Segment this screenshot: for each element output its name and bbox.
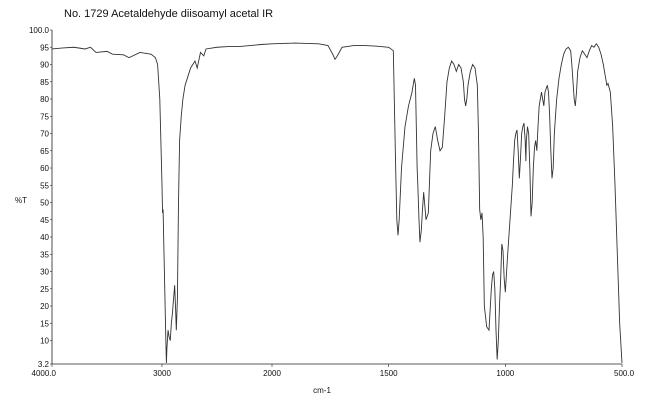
x-tick-label: 500.0 [614, 369, 635, 378]
x-tick-label: 2000 [263, 369, 281, 378]
y-tick-label: 45 [40, 216, 49, 225]
y-tick-label: 80 [40, 95, 49, 104]
x-tick-label: 1500 [380, 369, 398, 378]
y-tick-label: 75 [40, 112, 49, 121]
x-axis-label: cm-1 [313, 386, 331, 395]
x-tick-label: 1000 [496, 369, 514, 378]
chart-title: No. 1729 Acetaldehyde diisoamyl acetal I… [64, 8, 273, 20]
y-tick-label: 95 [40, 43, 49, 52]
x-tick-labels: 4000.0 3000 2000 1500 1000 500.0 [32, 364, 635, 378]
y-tick-label: 65 [40, 147, 49, 156]
x-tick-label: 3000 [153, 369, 171, 378]
y-tick-label: 3.2 [38, 360, 50, 369]
y-tick-label: 50 [40, 199, 49, 208]
y-tick-label: 20 [40, 302, 49, 311]
y-tick-label: 25 [40, 285, 49, 294]
y-tick-label: 15 [40, 319, 49, 328]
y-tick-label: 10 [40, 337, 49, 346]
y-tick-label: 30 [40, 268, 49, 277]
y-tick-label: 40 [40, 233, 49, 242]
y-tick-label: 85 [40, 78, 49, 87]
y-tick-label: 70 [40, 130, 49, 139]
y-tick-label: 90 [40, 61, 49, 70]
y-tick-labels: 100.0 95 90 85 80 75 70 65 60 55 50 45 40 35 30 25 20 15 1… [29, 26, 52, 369]
y-axis-label: %T [15, 196, 27, 205]
axes [51, 30, 622, 365]
x-tick-label: 4000.0 [32, 369, 57, 378]
y-tick-label: 100.0 [29, 26, 50, 35]
y-tick-label: 35 [40, 250, 49, 259]
spectrum-line [51, 42, 623, 363]
y-tick-label: 60 [40, 164, 49, 173]
y-tick-label: 55 [40, 181, 49, 190]
